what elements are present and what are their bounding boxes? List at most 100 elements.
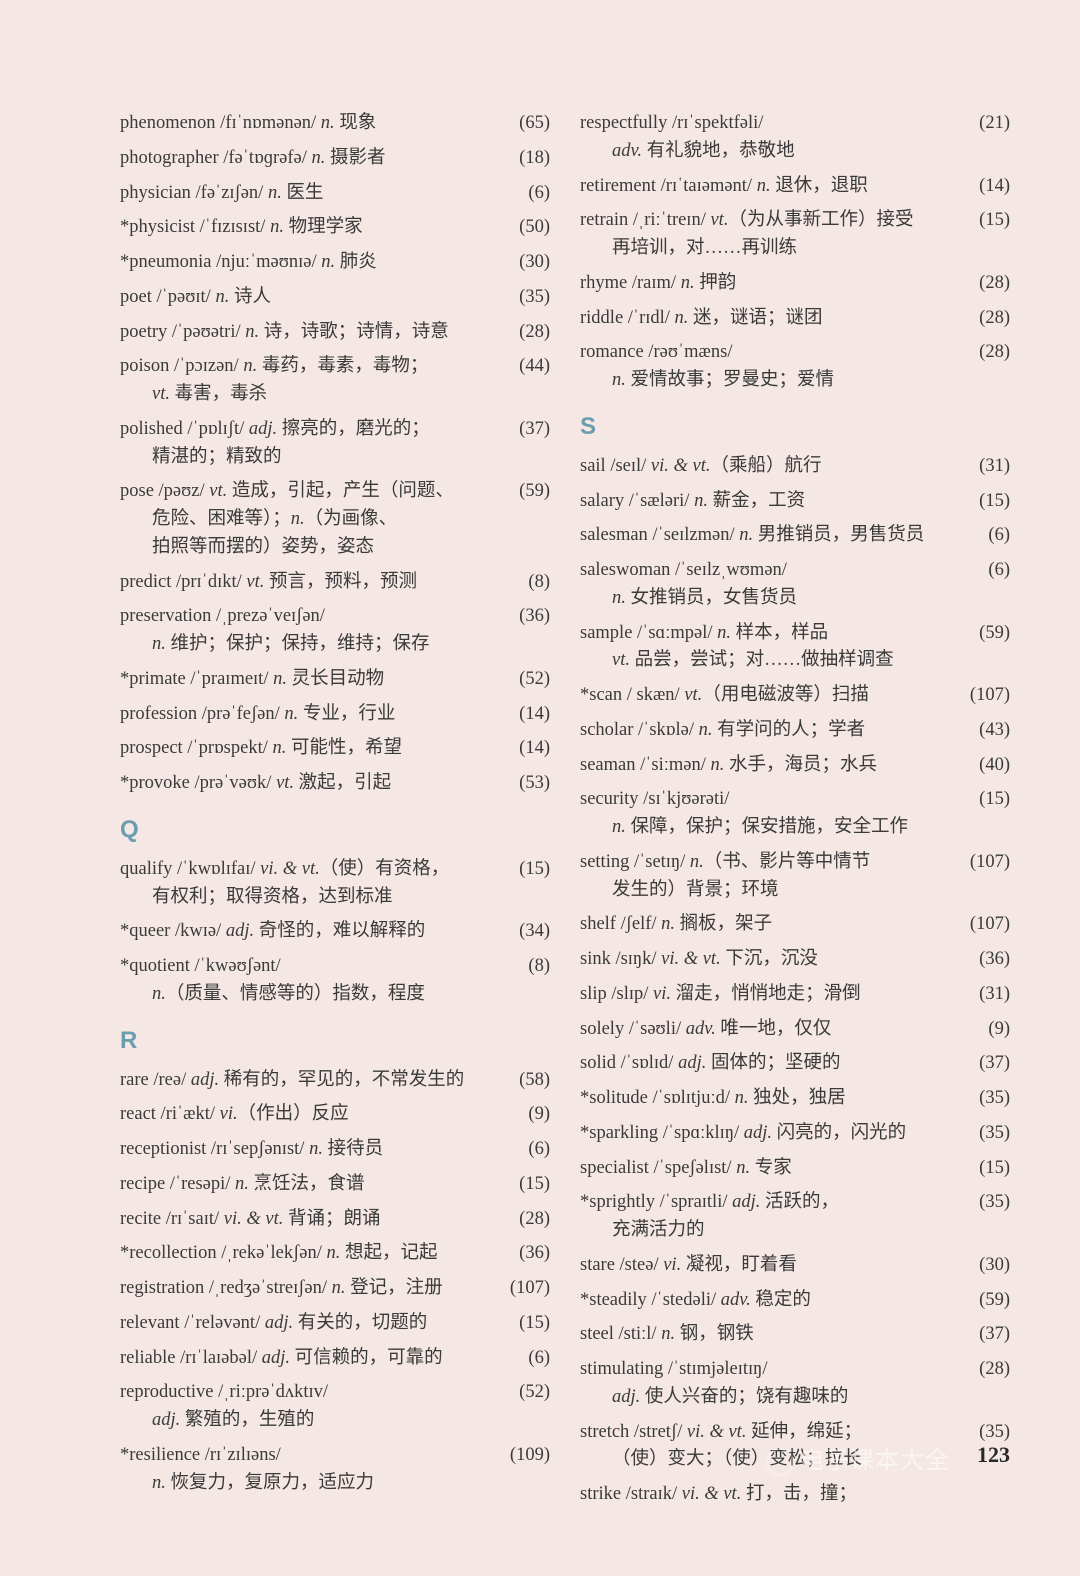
vocab-entry: *solitude /ˈsɒlɪtjuːd/ n. 独处，独居(35) bbox=[580, 1085, 1010, 1113]
entry-text: *resilience /rɪˈzɪlɪəns/n. 恢复力，复原力，适应力 bbox=[120, 1442, 510, 1498]
entry-page-ref: (9) bbox=[988, 1016, 1010, 1044]
entry-page-ref: (9) bbox=[528, 1101, 550, 1129]
vocab-entry: phenomenon /fɪˈnɒmənən/ n. 现象(65) bbox=[120, 110, 550, 138]
vocab-entry: relevant /ˈreləvənt/ adj. 有关的，切题的(15) bbox=[120, 1310, 550, 1338]
entry-text: *scan / skæn/ vt.（用电磁波等）扫描 bbox=[580, 682, 970, 710]
vocab-entry: specialist /ˈspeʃəlɪst/ n. 专家(15) bbox=[580, 1155, 1010, 1183]
entry-text: solely /ˈsəʊli/ adv. 唯一地，仅仅 bbox=[580, 1016, 988, 1044]
entry-page-ref: (8) bbox=[528, 953, 550, 981]
page-content: phenomenon /fɪˈnɒmənən/ n. 现象(65)photogr… bbox=[0, 0, 1080, 1576]
entry-text: poet /ˈpəʊɪt/ n. 诗人 bbox=[120, 284, 519, 312]
vocab-entry: steel /stiːl/ n. 钢，钢铁(37) bbox=[580, 1321, 1010, 1349]
entry-page-ref: (31) bbox=[979, 981, 1010, 1009]
entry-text: *provoke /prəˈvəʊk/ vt. 激起，引起 bbox=[120, 770, 519, 798]
vocab-entry: pose /pəʊz/ vt. 造成，引起，产生（问题、危险、困难等）；n.（为… bbox=[120, 478, 550, 561]
entry-text: sample /ˈsɑːmpəl/ n. 样本，样品vt. 品尝，尝试；对……做… bbox=[580, 620, 979, 676]
entry-text: *primate /ˈpraɪmeɪt/ n. 灵长目动物 bbox=[120, 666, 519, 694]
vocab-entry: receptionist /rɪˈsepʃənɪst/ n. 接待员(6) bbox=[120, 1136, 550, 1164]
entry-text: *pneumonia /njuːˈməʊnɪə/ n. 肺炎 bbox=[120, 249, 519, 277]
entry-page-ref: (30) bbox=[519, 249, 550, 277]
entry-page-ref: (14) bbox=[519, 701, 550, 729]
entry-page-ref: (28) bbox=[979, 270, 1010, 298]
entry-page-ref: (37) bbox=[519, 416, 550, 444]
vocab-entry: *provoke /prəˈvəʊk/ vt. 激起，引起(53) bbox=[120, 770, 550, 798]
entry-text: security /sɪˈkjʊərəti/n. 保障，保护；保安措施，安全工作 bbox=[580, 786, 979, 842]
vocab-entry: reliable /rɪˈlaɪəbəl/ adj. 可信赖的，可靠的(6) bbox=[120, 1345, 550, 1373]
entry-page-ref: (59) bbox=[979, 1287, 1010, 1315]
entry-page-ref: (28) bbox=[979, 1356, 1010, 1384]
vocab-entry: *steadily /ˈstedəli/ adv. 稳定的(59) bbox=[580, 1287, 1010, 1315]
vocab-entry: rhyme /raɪm/ n. 押韵(28) bbox=[580, 270, 1010, 298]
entry-text: retrain /ˌriːˈtreɪn/ vt.（为从事新工作）接受再培训，对…… bbox=[580, 207, 979, 263]
section-letter: S bbox=[580, 413, 1010, 441]
entry-page-ref: (34) bbox=[519, 918, 550, 946]
vocab-entry: poison /ˈpɔɪzən/ n. 毒药，毒素，毒物；vt. 毒害，毒杀(4… bbox=[120, 353, 550, 409]
entry-page-ref: (59) bbox=[519, 478, 550, 506]
vocab-entry: registration /ˌredʒəˈstreɪʃən/ n. 登记，注册(… bbox=[120, 1275, 550, 1303]
vocab-entry: sink /sɪŋk/ vi. & vt. 下沉，沉没(36) bbox=[580, 946, 1010, 974]
entry-page-ref: (107) bbox=[970, 911, 1010, 939]
entry-text: *steadily /ˈstedəli/ adv. 稳定的 bbox=[580, 1287, 979, 1315]
vocab-entry: salesman /ˈseɪlzmən/ n. 男推销员，男售货员(6) bbox=[580, 522, 1010, 550]
left-column: phenomenon /fɪˈnɒmənən/ n. 现象(65)photogr… bbox=[120, 110, 550, 1516]
entry-page-ref: (43) bbox=[979, 717, 1010, 745]
vocab-entry: recipe /ˈresəpi/ n. 烹饪法，食谱(15) bbox=[120, 1171, 550, 1199]
entry-text: romance /rəʊˈmæns/n. 爱情故事；罗曼史；爱情 bbox=[580, 339, 979, 395]
section-letter: Q bbox=[120, 816, 550, 844]
vocab-entry: riddle /ˈrɪdl/ n. 迷，谜语；谜团(28) bbox=[580, 305, 1010, 333]
entry-page-ref: (28) bbox=[519, 319, 550, 347]
vocab-entry: seaman /ˈsiːmən/ n. 水手，海员；水兵(40) bbox=[580, 752, 1010, 780]
entry-text: recipe /ˈresəpi/ n. 烹饪法，食谱 bbox=[120, 1171, 519, 1199]
entry-page-ref: (37) bbox=[979, 1321, 1010, 1349]
entry-text: sink /sɪŋk/ vi. & vt. 下沉，沉没 bbox=[580, 946, 979, 974]
entry-text: registration /ˌredʒəˈstreɪʃən/ n. 登记，注册 bbox=[120, 1275, 510, 1303]
entry-page-ref: (35) bbox=[979, 1085, 1010, 1113]
entry-page-ref: (18) bbox=[519, 145, 550, 173]
vocab-entry: poetry /ˈpəʊətri/ n. 诗，诗歌；诗情，诗意(28) bbox=[120, 319, 550, 347]
entry-text: solid /ˈsɒlɪd/ adj. 固体的；坚硬的 bbox=[580, 1050, 979, 1078]
entry-text: qualify /ˈkwɒlɪfaɪ/ vi. & vt.（使）有资格，有权利；… bbox=[120, 856, 519, 912]
vocab-entry: *pneumonia /njuːˈməʊnɪə/ n. 肺炎(30) bbox=[120, 249, 550, 277]
entry-page-ref: (28) bbox=[979, 339, 1010, 367]
entry-page-ref: (15) bbox=[519, 1310, 550, 1338]
entry-text: poison /ˈpɔɪzən/ n. 毒药，毒素，毒物；vt. 毒害，毒杀 bbox=[120, 353, 519, 409]
entry-text: retirement /rɪˈtaɪəmənt/ n. 退休，退职 bbox=[580, 173, 979, 201]
entry-text: *solitude /ˈsɒlɪtjuːd/ n. 独处，独居 bbox=[580, 1085, 979, 1113]
entry-text: polished /ˈpɒlɪʃt/ adj. 擦亮的，磨光的；精湛的；精致的 bbox=[120, 416, 519, 472]
entry-page-ref: (58) bbox=[519, 1067, 550, 1095]
entry-text: prospect /ˈprɒspekt/ n. 可能性，希望 bbox=[120, 735, 519, 763]
entry-page-ref: (30) bbox=[979, 1252, 1010, 1280]
vocab-entry: slip /slɪp/ vi. 溜走，悄悄地走；滑倒(31) bbox=[580, 981, 1010, 1009]
entry-text: slip /slɪp/ vi. 溜走，悄悄地走；滑倒 bbox=[580, 981, 979, 1009]
entry-page-ref: (37) bbox=[979, 1050, 1010, 1078]
vocab-entry: retirement /rɪˈtaɪəmənt/ n. 退休，退职(14) bbox=[580, 173, 1010, 201]
entry-text: rhyme /raɪm/ n. 押韵 bbox=[580, 270, 979, 298]
page-number: 123 bbox=[977, 1442, 1010, 1468]
entry-text: recite /rɪˈsaɪt/ vi. & vt. 背诵；朗诵 bbox=[120, 1206, 519, 1234]
entry-page-ref: (15) bbox=[979, 488, 1010, 516]
entry-page-ref: (28) bbox=[979, 305, 1010, 333]
vocab-entry: scholar /ˈskɒlə/ n. 有学问的人；学者(43) bbox=[580, 717, 1010, 745]
entry-text: relevant /ˈreləvənt/ adj. 有关的，切题的 bbox=[120, 1310, 519, 1338]
entry-page-ref: (6) bbox=[528, 1345, 550, 1373]
vocab-entry: *queer /kwɪə/ adj. 奇怪的，难以解释的(34) bbox=[120, 918, 550, 946]
entry-text: salesman /ˈseɪlzmən/ n. 男推销员，男售货员 bbox=[580, 522, 988, 550]
entry-text: *queer /kwɪə/ adj. 奇怪的，难以解释的 bbox=[120, 918, 519, 946]
entry-text: physician /fəˈzɪʃən/ n. 医生 bbox=[120, 180, 528, 208]
entry-page-ref: (28) bbox=[519, 1206, 550, 1234]
entry-text: reproductive /ˌriːprəˈdʌktɪv/adj. 繁殖的，生殖… bbox=[120, 1379, 519, 1435]
entry-page-ref: (15) bbox=[979, 786, 1010, 814]
entry-page-ref: (36) bbox=[979, 946, 1010, 974]
entry-text: pose /pəʊz/ vt. 造成，引起，产生（问题、危险、困难等）；n.（为… bbox=[120, 478, 519, 561]
entry-page-ref: (31) bbox=[979, 453, 1010, 481]
entry-text: respectfully /rɪˈspektfəli/adv. 有礼貌地，恭敬地 bbox=[580, 110, 979, 166]
entry-page-ref: (6) bbox=[988, 522, 1010, 550]
vocab-entry: reproductive /ˌriːprəˈdʌktɪv/adj. 繁殖的，生殖… bbox=[120, 1379, 550, 1435]
entry-page-ref: (36) bbox=[519, 603, 550, 631]
entry-text: profession /prəˈfeʃən/ n. 专业，行业 bbox=[120, 701, 519, 729]
vocab-entry: *primate /ˈpraɪmeɪt/ n. 灵长目动物(52) bbox=[120, 666, 550, 694]
vocab-entry: physician /fəˈzɪʃən/ n. 医生(6) bbox=[120, 180, 550, 208]
entry-text: reliable /rɪˈlaɪəbəl/ adj. 可信赖的，可靠的 bbox=[120, 1345, 528, 1373]
entry-text: stimulating /ˈstɪmjəleɪtɪŋ/adj. 使人兴奋的；饶有… bbox=[580, 1356, 979, 1412]
entry-page-ref: (65) bbox=[519, 110, 550, 138]
